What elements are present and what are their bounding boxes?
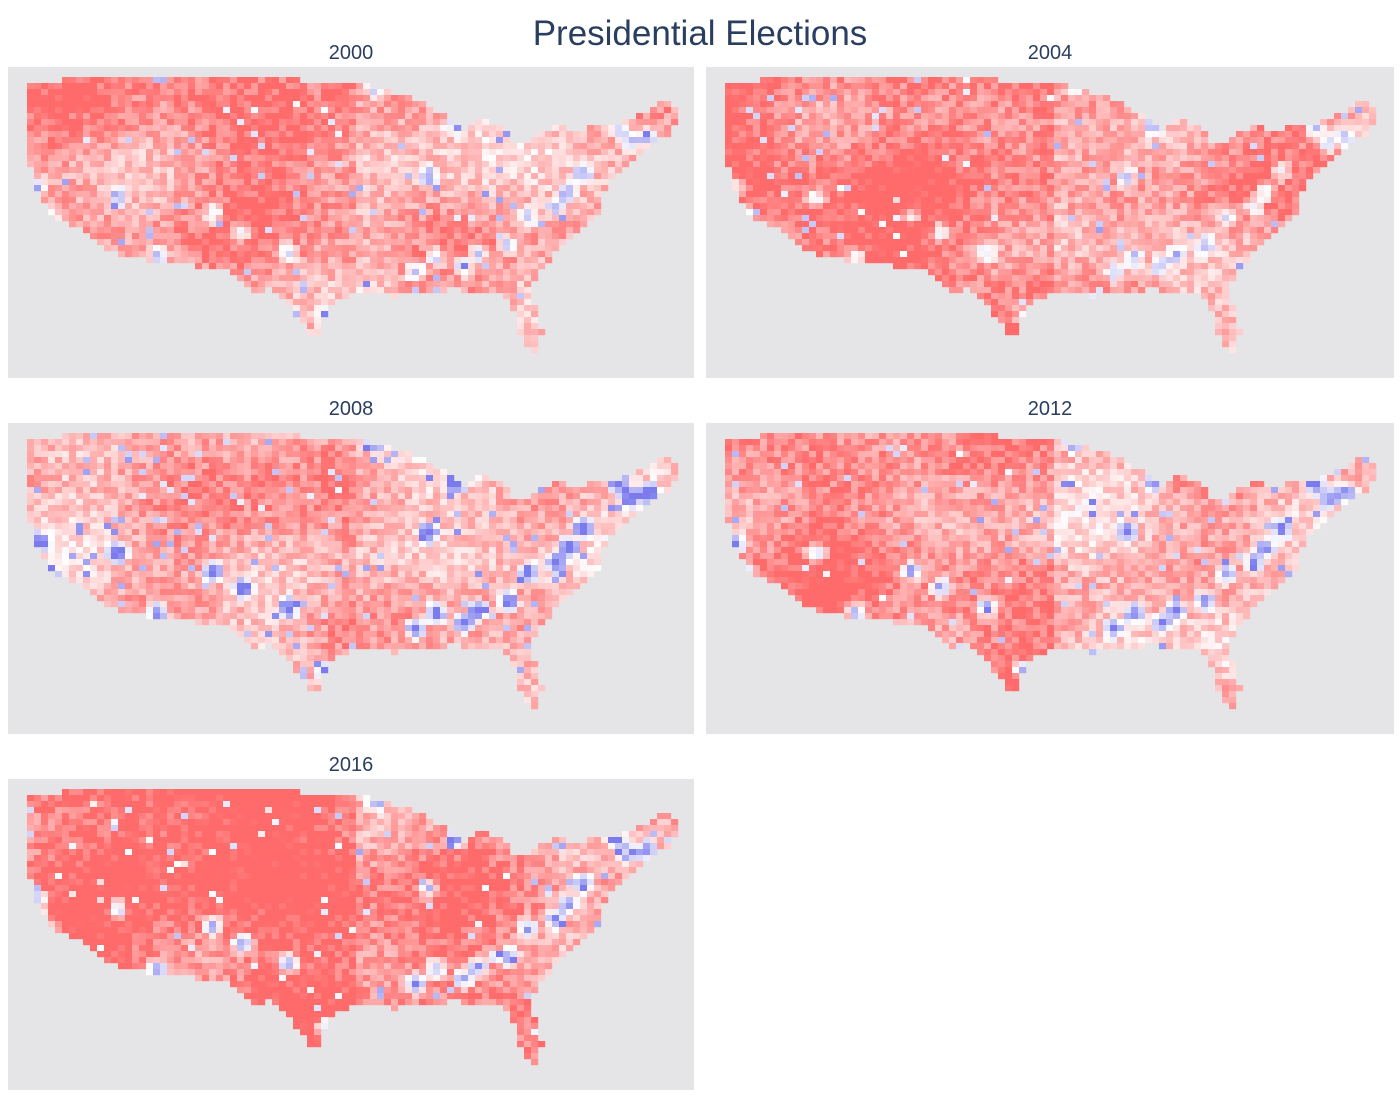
panel-title: 2004 (706, 42, 1394, 65)
map-panel-2000: 2000 (8, 67, 694, 378)
panel-title: 2000 (8, 42, 694, 65)
county-choropleth-map (8, 423, 694, 734)
map-panel-2016: 2016 (8, 779, 694, 1090)
map-panel-2004: 2004 (706, 67, 1394, 378)
panel-title: 2012 (706, 398, 1394, 421)
map-panel-2012: 2012 (706, 423, 1394, 734)
map-panel-2008: 2008 (8, 423, 694, 734)
county-choropleth-map (706, 67, 1394, 378)
county-choropleth-map (706, 423, 1394, 734)
panel-title: 2008 (8, 398, 694, 421)
county-choropleth-map (8, 67, 694, 378)
panel-title: 2016 (8, 754, 694, 777)
county-choropleth-map (8, 779, 694, 1090)
